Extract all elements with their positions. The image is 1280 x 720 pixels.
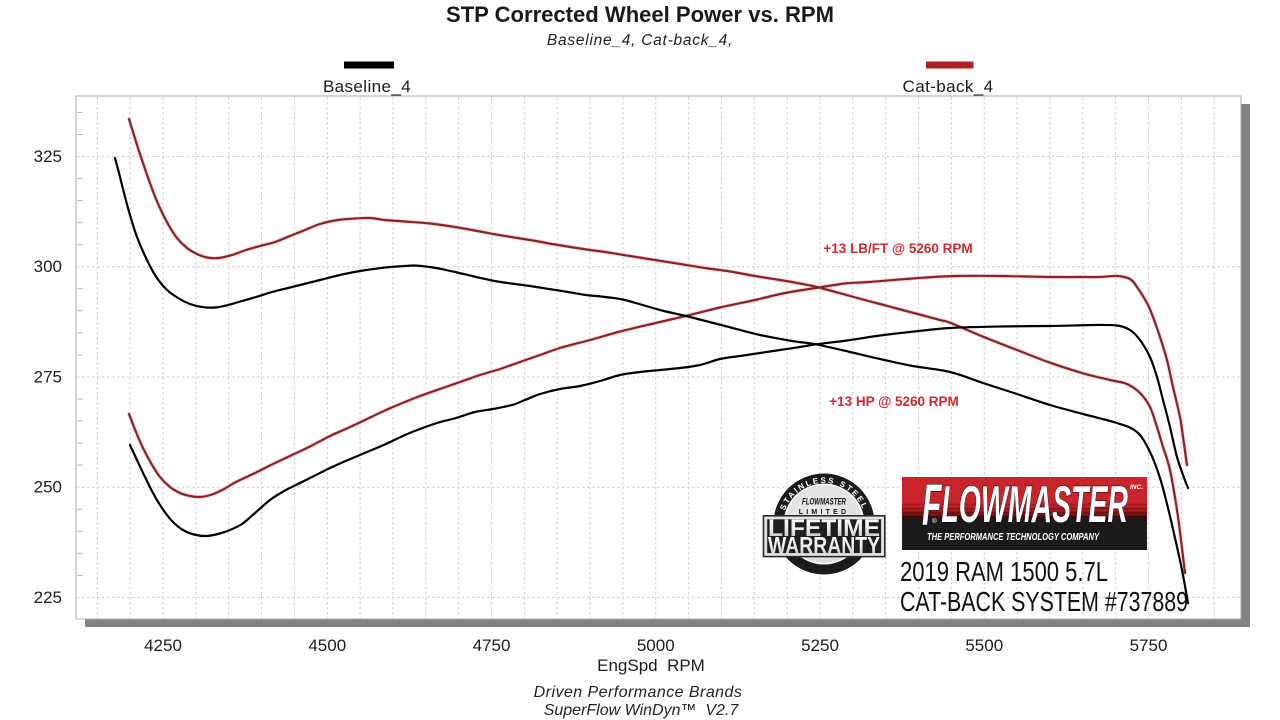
svg-text:+13 HP @ 5260 RPM: +13 HP @ 5260 RPM <box>829 394 959 409</box>
svg-text:5250: 5250 <box>801 636 839 655</box>
svg-text:Baseline_4: Baseline_4 <box>323 77 411 96</box>
svg-text:4250: 4250 <box>144 636 182 655</box>
svg-text:Cat-back_4: Cat-back_4 <box>903 77 994 96</box>
svg-text:WARRANTY: WARRANTY <box>768 533 880 560</box>
svg-text:250: 250 <box>34 478 62 497</box>
svg-text:2019 RAM 1500 5.7L: 2019 RAM 1500 5.7L <box>900 556 1108 587</box>
svg-text:300: 300 <box>34 257 62 276</box>
svg-text:Baseline_4, Cat-back_4,: Baseline_4, Cat-back_4, <box>547 32 733 49</box>
svg-text:4750: 4750 <box>473 636 511 655</box>
svg-text:325: 325 <box>34 147 62 166</box>
svg-text:SuperFlow WinDyn™ V2.7: SuperFlow WinDyn™ V2.7 <box>544 702 740 719</box>
svg-text:FLOWMASTER: FLOWMASTER <box>802 497 846 507</box>
svg-text:5000: 5000 <box>637 636 675 655</box>
svg-text:LIMITED: LIMITED <box>799 509 849 516</box>
svg-text:Driven Performance Brands: Driven Performance Brands <box>534 684 743 701</box>
svg-text:LIFETIME: LIFETIME <box>768 515 880 542</box>
svg-text:®: ® <box>932 517 937 525</box>
svg-text:225: 225 <box>34 588 62 607</box>
svg-text:THE PERFORMANCE TECHNOLOGY COM: THE PERFORMANCE TECHNOLOGY COMPANY <box>927 532 1100 543</box>
svg-text:5750: 5750 <box>1130 636 1168 655</box>
svg-text:INC.: INC. <box>1130 484 1143 491</box>
svg-text:EngSpd RPM: EngSpd RPM <box>597 656 705 675</box>
svg-text:CAT-BACK SYSTEM #737889: CAT-BACK SYSTEM #737889 <box>900 586 1188 617</box>
svg-text:275: 275 <box>34 368 62 387</box>
svg-text:STP Corrected Wheel Power vs.: STP Corrected Wheel Power vs. RPM <box>446 2 834 27</box>
svg-text:5500: 5500 <box>965 636 1003 655</box>
svg-text:4500: 4500 <box>308 636 346 655</box>
svg-text:FLOWMASTER: FLOWMASTER <box>922 473 1128 538</box>
svg-text:+13 LB/FT @ 5260 RPM: +13 LB/FT @ 5260 RPM <box>823 241 972 256</box>
